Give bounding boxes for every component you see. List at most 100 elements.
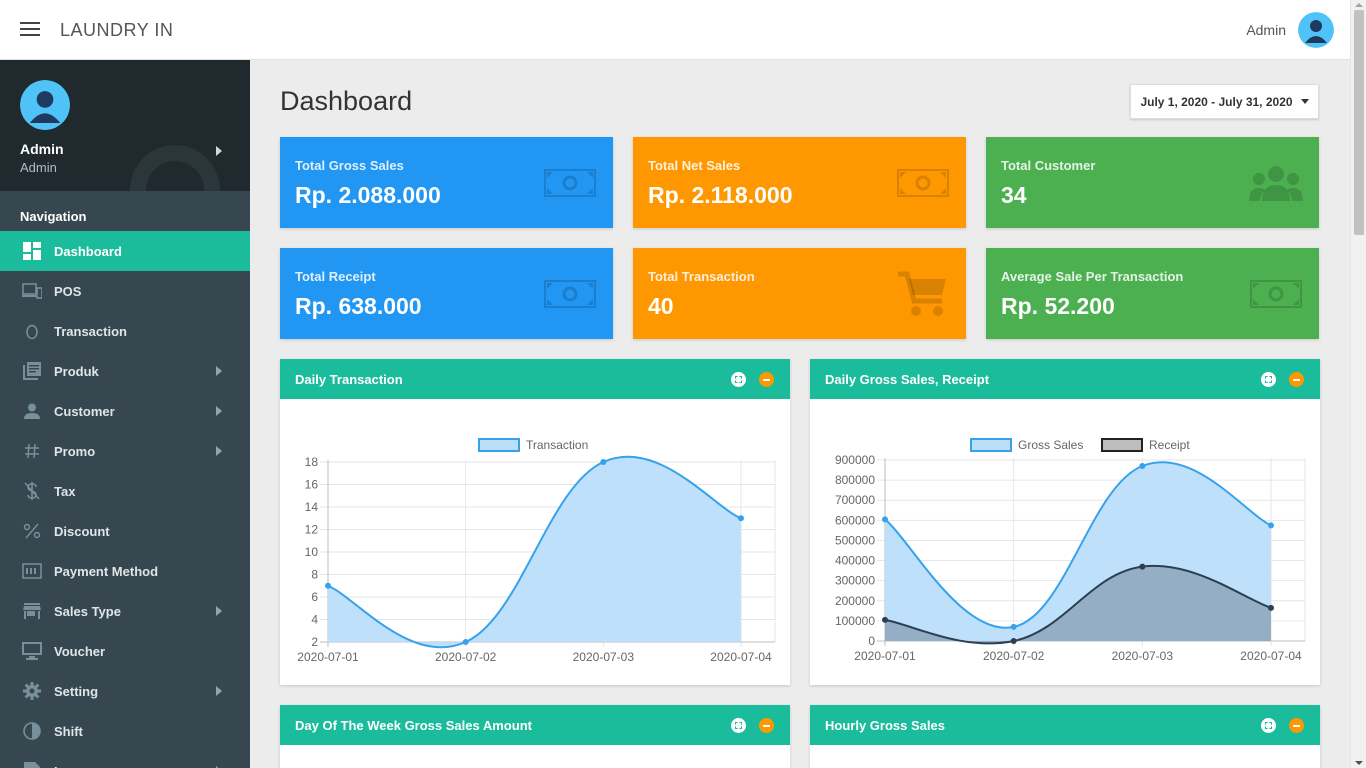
y-tick-label: 500000 — [835, 533, 875, 547]
circle-icon — [22, 321, 42, 341]
fullscreen-icon[interactable] — [731, 718, 746, 733]
library-books-icon — [22, 361, 42, 381]
stat-label: Total Receipt — [295, 269, 376, 284]
page-title: Dashboard — [280, 86, 413, 116]
sidebar-item-setting[interactable]: Setting — [0, 671, 250, 711]
sidebar-item-promo[interactable]: Promo — [0, 431, 250, 471]
stat-value: Rp. 2.088.000 — [295, 182, 441, 208]
sidebar-item-sales-type[interactable]: Sales Type — [0, 591, 250, 631]
card-daily-transaction: Daily Transaction Transaction 2 4 6 8 10 12 14 1… — [280, 359, 790, 685]
data-point[interactable] — [1268, 604, 1274, 611]
scroll-up-arrow-icon[interactable] — [1355, 3, 1363, 7]
y-tick-label: 10 — [305, 545, 319, 559]
hashtag-icon — [22, 441, 42, 461]
people-icon — [1249, 161, 1303, 205]
y-tick-label: 600000 — [835, 513, 875, 527]
stat-value: 40 — [648, 293, 674, 319]
data-point[interactable] — [882, 516, 888, 523]
monitor-icon — [22, 641, 42, 661]
data-point[interactable] — [1139, 463, 1146, 470]
sidebar-item-shift[interactable]: Shift — [0, 711, 250, 751]
card-header: Daily Gross Sales, Receipt — [810, 359, 1320, 399]
data-point[interactable] — [1010, 638, 1017, 644]
data-point[interactable] — [1139, 563, 1146, 570]
scroll-down-arrow-icon[interactable] — [1355, 761, 1363, 765]
chevron-right-icon — [216, 686, 222, 696]
sidebar-item-label: Shift — [54, 723, 83, 739]
date-range-picker[interactable]: July 1, 2020 - July 31, 2020 — [1130, 84, 1319, 119]
data-point[interactable] — [1268, 522, 1274, 529]
hamburger-menu-icon[interactable] — [20, 22, 40, 38]
card-header: Daily Transaction — [280, 359, 790, 399]
data-point[interactable] — [325, 582, 331, 589]
stat-value: 34 — [1001, 182, 1027, 208]
top-user-menu[interactable]: Admin — [1246, 12, 1334, 48]
data-point[interactable] — [882, 616, 888, 623]
user-avatar-icon[interactable] — [1298, 12, 1334, 48]
legend-swatch[interactable] — [478, 438, 520, 452]
sidebar-item-produk[interactable]: Produk — [0, 351, 250, 391]
stat-label: Total Transaction — [648, 269, 755, 284]
legend-label[interactable]: Receipt — [1149, 438, 1190, 452]
sidebar-item-label: Promo — [54, 443, 96, 459]
gear-icon — [22, 681, 42, 701]
sidebar-item-pos[interactable]: POS — [0, 271, 250, 311]
stat-value: Rp. 52.200 — [1001, 293, 1115, 319]
sidebar: Admin Admin Navigation Dashboard POS Trans… — [0, 60, 250, 768]
x-tick-label: 2020-07-03 — [573, 650, 635, 664]
sidebar-item-label: POS — [54, 283, 82, 299]
app-brand[interactable]: LAUNDRY IN — [60, 20, 174, 40]
y-tick-label: 0 — [868, 634, 875, 648]
y-tick-label: 14 — [305, 500, 319, 514]
legend-swatch[interactable] — [970, 438, 1012, 452]
sidebar-item-payment-method[interactable]: Payment Method — [0, 551, 250, 591]
fullscreen-icon[interactable] — [1261, 372, 1276, 387]
sidebar-item-label: Transaction — [54, 323, 127, 339]
top-bar: LAUNDRY IN Admin — [0, 0, 1350, 60]
y-tick-label: 900000 — [835, 453, 875, 467]
minimize-icon[interactable] — [1289, 718, 1304, 733]
minimize-icon[interactable] — [1289, 372, 1304, 387]
series-area-receipt — [885, 565, 1271, 644]
y-tick-label: 16 — [305, 478, 319, 492]
profile-name: Admin — [20, 141, 64, 157]
data-point[interactable] — [600, 459, 607, 465]
top-user-name[interactable]: Admin — [1246, 22, 1286, 38]
card-day-of-week-gross-sales: Day Of The Week Gross Sales Amount — [280, 705, 790, 768]
data-point[interactable] — [738, 515, 744, 522]
sidebar-item-dashboard[interactable]: Dashboard — [0, 231, 250, 271]
sidebar-item-label: Discount — [54, 523, 110, 539]
sidebar-item-label: Sales Type — [54, 603, 121, 619]
person-icon — [22, 401, 42, 421]
sidebar-item-discount[interactable]: Discount — [0, 511, 250, 551]
sidebar-item-label: Tax — [54, 483, 76, 499]
data-point[interactable] — [1010, 623, 1017, 630]
fullscreen-icon[interactable] — [1261, 718, 1276, 733]
y-tick-label: 6 — [311, 590, 318, 604]
y-tick-label: 18 — [305, 455, 319, 469]
data-point[interactable] — [462, 639, 469, 645]
card-header: Hourly Gross Sales — [810, 705, 1320, 745]
sidebar-item-l[interactable]: L... — [0, 751, 250, 768]
x-tick-label: 2020-07-04 — [1240, 649, 1302, 663]
sidebar-item-voucher[interactable]: Voucher — [0, 631, 250, 671]
legend-label[interactable]: Gross Sales — [1018, 438, 1083, 452]
fullscreen-icon[interactable] — [731, 372, 746, 387]
stat-value: Rp. 638.000 — [295, 293, 422, 319]
page-scrollbar[interactable] — [1350, 0, 1366, 768]
sidebar-item-transaction[interactable]: Transaction — [0, 311, 250, 351]
card-title: Daily Gross Sales, Receipt — [825, 372, 990, 387]
y-tick-label: 12 — [305, 523, 319, 537]
minimize-icon[interactable] — [759, 372, 774, 387]
profile-menu-caret-icon[interactable] — [216, 146, 222, 156]
y-tick-label: 700000 — [835, 493, 875, 507]
cart-icon — [896, 271, 950, 316]
sidebar-item-tax[interactable]: Tax — [0, 471, 250, 511]
x-tick-label: 2020-07-02 — [983, 649, 1045, 663]
legend-swatch[interactable] — [1101, 438, 1143, 452]
sidebar-item-customer[interactable]: Customer — [0, 391, 250, 431]
legend-label[interactable]: Transaction — [526, 438, 588, 452]
scrollbar-thumb[interactable] — [1354, 10, 1364, 235]
minimize-icon[interactable] — [759, 718, 774, 733]
dollar-icon — [22, 481, 42, 501]
